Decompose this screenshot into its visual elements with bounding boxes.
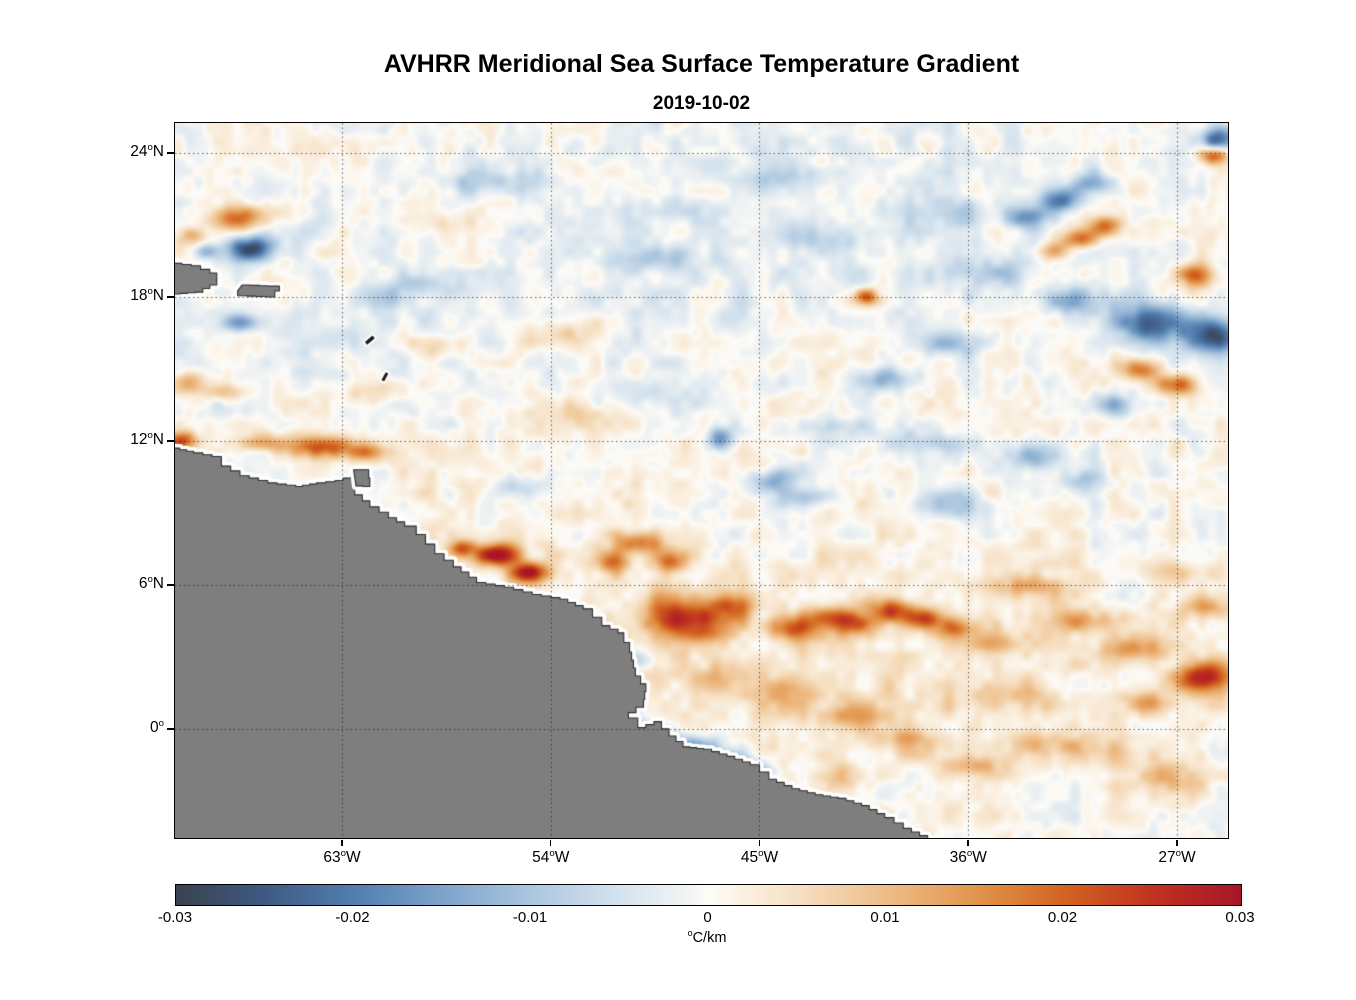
y-tick-label: 24oN bbox=[130, 141, 164, 160]
x-tick-label: 63oW bbox=[323, 847, 361, 866]
x-tick-mark bbox=[549, 840, 552, 846]
x-tick-label: 45oW bbox=[740, 847, 779, 866]
colorbar-tick-label: 0.03 bbox=[1225, 909, 1255, 926]
y-tick-label: 12oN bbox=[130, 429, 164, 448]
colorbar bbox=[175, 884, 1242, 906]
colorbar-gradient bbox=[176, 885, 1241, 905]
x-tick-mark bbox=[1176, 840, 1178, 846]
colorbar-tick-label: -0.03 bbox=[157, 909, 193, 926]
x-tick-label: 54oW bbox=[532, 847, 570, 866]
y-tick-mark bbox=[167, 152, 174, 154]
colorbar-tick-label: 0.01 bbox=[870, 909, 900, 926]
y-tick-mark bbox=[167, 440, 174, 442]
map-plot-frame bbox=[173, 121, 1229, 839]
y-tick-label: 0o bbox=[150, 717, 164, 736]
colorbar-tick-label: -0.01 bbox=[512, 909, 548, 926]
y-tick-mark bbox=[167, 728, 174, 730]
x-tick-mark bbox=[758, 840, 761, 846]
colorbar-tick-label: 0 bbox=[703, 909, 712, 926]
x-tick-mark bbox=[341, 840, 343, 846]
y-tick-mark bbox=[167, 584, 174, 586]
x-tick-label: 27oW bbox=[1158, 847, 1196, 866]
figure-subtitle: 2019-10-02 bbox=[652, 93, 751, 114]
figure-title: AVHRR Meridional Sea Surface Temperature… bbox=[383, 50, 1020, 78]
sst-gradient-heatmap bbox=[174, 122, 1228, 838]
y-tick-label: 18oN bbox=[130, 285, 164, 304]
colorbar-tick-label: 0.02 bbox=[1047, 909, 1078, 926]
colorbar-unit-label: oC/km bbox=[687, 928, 727, 946]
y-tick-label: 6oN bbox=[138, 573, 164, 592]
x-tick-label: 36oW bbox=[949, 847, 987, 866]
y-tick-mark bbox=[167, 296, 174, 298]
colorbar-tick-label: -0.02 bbox=[335, 909, 370, 926]
x-tick-mark bbox=[967, 840, 969, 846]
